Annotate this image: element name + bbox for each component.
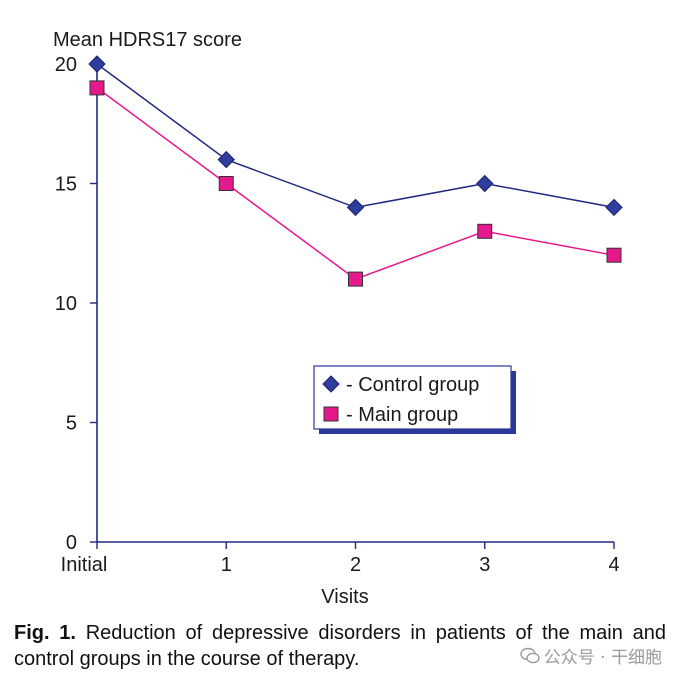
main-point-marker: [218, 176, 234, 191]
control-point-marker: [88, 55, 106, 73]
x-tick-label: 1: [221, 554, 232, 576]
main-point-marker: [606, 247, 622, 263]
legend-label-main: - Main group: [346, 404, 458, 426]
legend: - Control group - Main group: [313, 365, 516, 434]
x-axis-title: Visits: [321, 586, 368, 608]
caption-text: Reduction of depressive disorders in pat…: [14, 622, 666, 670]
main-point-marker: [89, 80, 105, 96]
control-point-marker: [217, 150, 235, 169]
y-tick-label: 15: [55, 174, 77, 196]
legend-box: [313, 365, 512, 430]
line-chart: Mean HDRS17 score Visits 0 5 10 15 20 Initia…: [53, 29, 623, 608]
control-point-marker: [346, 198, 365, 217]
y-tick-label: 10: [55, 293, 77, 315]
y-tick-label: 0: [66, 532, 77, 554]
caption-label: Fig. 1.: [14, 622, 76, 644]
control-point-marker: [476, 174, 494, 193]
x-tick-label: 4: [608, 554, 619, 576]
control-point-marker: [605, 198, 623, 217]
y-tick-label: 20: [55, 54, 77, 76]
legend-label-control: - Control group: [346, 374, 479, 396]
figure-caption: Fig. 1. Reduction of depressive disorder…: [14, 620, 666, 672]
x-tick-label: 3: [479, 554, 490, 576]
x-tick-label: 2: [350, 554, 361, 576]
main-point-marker: [348, 271, 363, 287]
x-tick-label: Initial: [61, 554, 108, 576]
legend-diamond-icon: [322, 375, 340, 393]
watermark-text: 公众号 · 干细胞: [543, 648, 662, 668]
legend-square-icon: [323, 406, 339, 422]
main-point-marker: [477, 223, 493, 239]
y-tick-label: 5: [66, 413, 77, 435]
series-line-control: [96, 63, 615, 209]
wechat-icon: [520, 647, 540, 663]
y-axis-title: Mean HDRS17 score: [53, 29, 242, 51]
watermark: 公众号 · 干细胞: [520, 643, 662, 668]
series-line-main: [96, 87, 615, 280]
